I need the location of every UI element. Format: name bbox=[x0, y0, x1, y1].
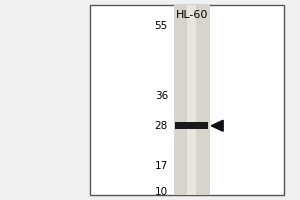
Bar bbox=[187, 5, 196, 195]
Polygon shape bbox=[211, 120, 223, 131]
Text: 10: 10 bbox=[155, 187, 168, 197]
Text: 17: 17 bbox=[155, 161, 168, 171]
Text: 55: 55 bbox=[155, 21, 168, 31]
Text: 36: 36 bbox=[155, 91, 168, 101]
Text: 28: 28 bbox=[155, 121, 168, 131]
Bar bbox=[176, 122, 208, 129]
Bar bbox=[90, 5, 284, 195]
Bar bbox=[174, 5, 210, 195]
Text: HL-60: HL-60 bbox=[176, 10, 208, 20]
